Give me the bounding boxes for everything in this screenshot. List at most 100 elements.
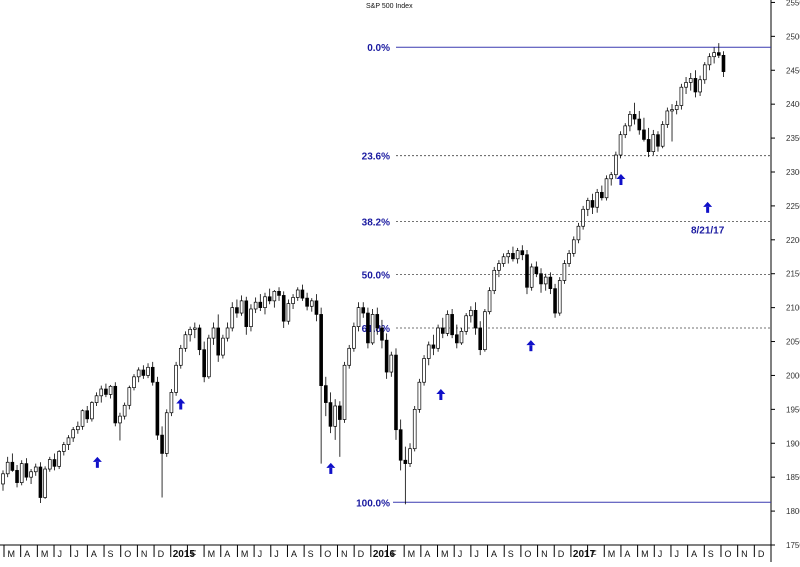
- candle: [239, 295, 244, 316]
- x-tick-label: D: [358, 549, 365, 559]
- y-tick-label: 2350: [786, 134, 800, 143]
- candle: [595, 188, 599, 213]
- x-tick-label: S: [108, 549, 114, 559]
- candle: [309, 298, 314, 312]
- candle: [361, 302, 366, 318]
- x-tick-label: S: [708, 549, 714, 559]
- candle: [319, 307, 323, 464]
- x-tick-label: D: [558, 549, 565, 559]
- candle: [389, 351, 394, 377]
- up-arrow-icon: [436, 389, 446, 401]
- y-tick-label: 2150: [786, 270, 800, 279]
- candle: [295, 287, 300, 301]
- x-tick-label: F: [591, 549, 597, 559]
- candle: [464, 313, 468, 335]
- candle: [249, 304, 253, 332]
- candle: [717, 43, 721, 59]
- candle: [155, 376, 160, 440]
- up-arrow-icon: [616, 174, 626, 186]
- candle: [487, 287, 492, 315]
- y-tick-label: 2100: [786, 304, 800, 313]
- candle: [417, 378, 422, 413]
- candle: [370, 308, 375, 345]
- candle: [314, 294, 319, 322]
- candle: [113, 382, 118, 427]
- candle: [342, 361, 347, 423]
- candle: [230, 302, 235, 332]
- x-tick-label: O: [324, 549, 331, 559]
- candle: [244, 296, 249, 335]
- arrow-markers: [92, 174, 713, 474]
- candle: [94, 392, 99, 406]
- candle: [99, 385, 104, 403]
- x-tick-label: S: [308, 549, 314, 559]
- candle: [127, 385, 132, 410]
- fib-label-0: 0.0%: [367, 43, 390, 54]
- candle: [590, 193, 595, 215]
- candle: [478, 321, 483, 356]
- y-tick-label: 1850: [786, 473, 800, 482]
- candle: [459, 327, 464, 345]
- candle: [511, 246, 515, 262]
- candle: [614, 151, 618, 179]
- candle: [47, 456, 52, 472]
- candle: [267, 288, 272, 305]
- candle: [277, 287, 281, 301]
- candle: [628, 110, 632, 132]
- candle: [141, 365, 146, 379]
- candle: [1, 470, 5, 491]
- candle: [702, 62, 707, 84]
- candle: [52, 453, 57, 471]
- candle: [333, 399, 337, 440]
- candle: [118, 412, 122, 441]
- x-tick-label: J: [674, 549, 679, 559]
- x-tick-label: M: [41, 549, 49, 559]
- candle: [553, 283, 557, 318]
- candle: [286, 299, 291, 325]
- x-tick-label: J: [258, 549, 263, 559]
- candle: [202, 341, 206, 383]
- candle: [642, 117, 646, 142]
- y-tick-label: 2400: [786, 100, 800, 109]
- candle: [646, 127, 651, 158]
- candle: [483, 308, 487, 352]
- candle: [422, 355, 426, 386]
- candle: [637, 110, 642, 135]
- x-tick-label: A: [491, 549, 497, 559]
- candle: [258, 294, 263, 312]
- candles: [1, 43, 726, 505]
- candle: [15, 464, 19, 488]
- candle: [104, 383, 108, 398]
- fib-label-4: 61.8%: [362, 324, 390, 335]
- fib-label-3: 50.0%: [362, 270, 390, 281]
- candle: [356, 302, 361, 332]
- up-arrow-icon: [92, 456, 102, 468]
- fibonacci-levels: 0.0% 23.6% 38.2% 50.0% 61.8% 100.0%: [356, 43, 771, 509]
- x-tick-label: F: [191, 549, 197, 559]
- x-tick-label: A: [291, 549, 297, 559]
- candle: [76, 421, 80, 434]
- candle: [169, 389, 174, 417]
- x-tick-label: M: [441, 549, 449, 559]
- x-tick-label: A: [91, 549, 97, 559]
- candle: [174, 361, 178, 396]
- x-tick-label: D: [758, 549, 765, 559]
- candle: [632, 102, 637, 125]
- candle: [693, 70, 698, 98]
- y-tick-label: 2300: [786, 168, 800, 177]
- candle: [394, 348, 398, 440]
- chart-title: S&P 500 Index: [366, 3, 413, 10]
- up-arrow-icon: [326, 462, 336, 474]
- candle: [305, 292, 309, 311]
- candle: [380, 319, 384, 349]
- y-axis-ticks: 1750 1800 1850 1900 1950 2000 2050 2100 2150 2200…: [771, 0, 800, 550]
- candle: [272, 289, 277, 308]
- candle: [253, 297, 258, 314]
- candle: [108, 384, 113, 399]
- x-tick-label: J: [458, 549, 463, 559]
- candle: [469, 306, 473, 323]
- candle: [85, 405, 90, 423]
- y-tick-label: 1800: [786, 507, 800, 516]
